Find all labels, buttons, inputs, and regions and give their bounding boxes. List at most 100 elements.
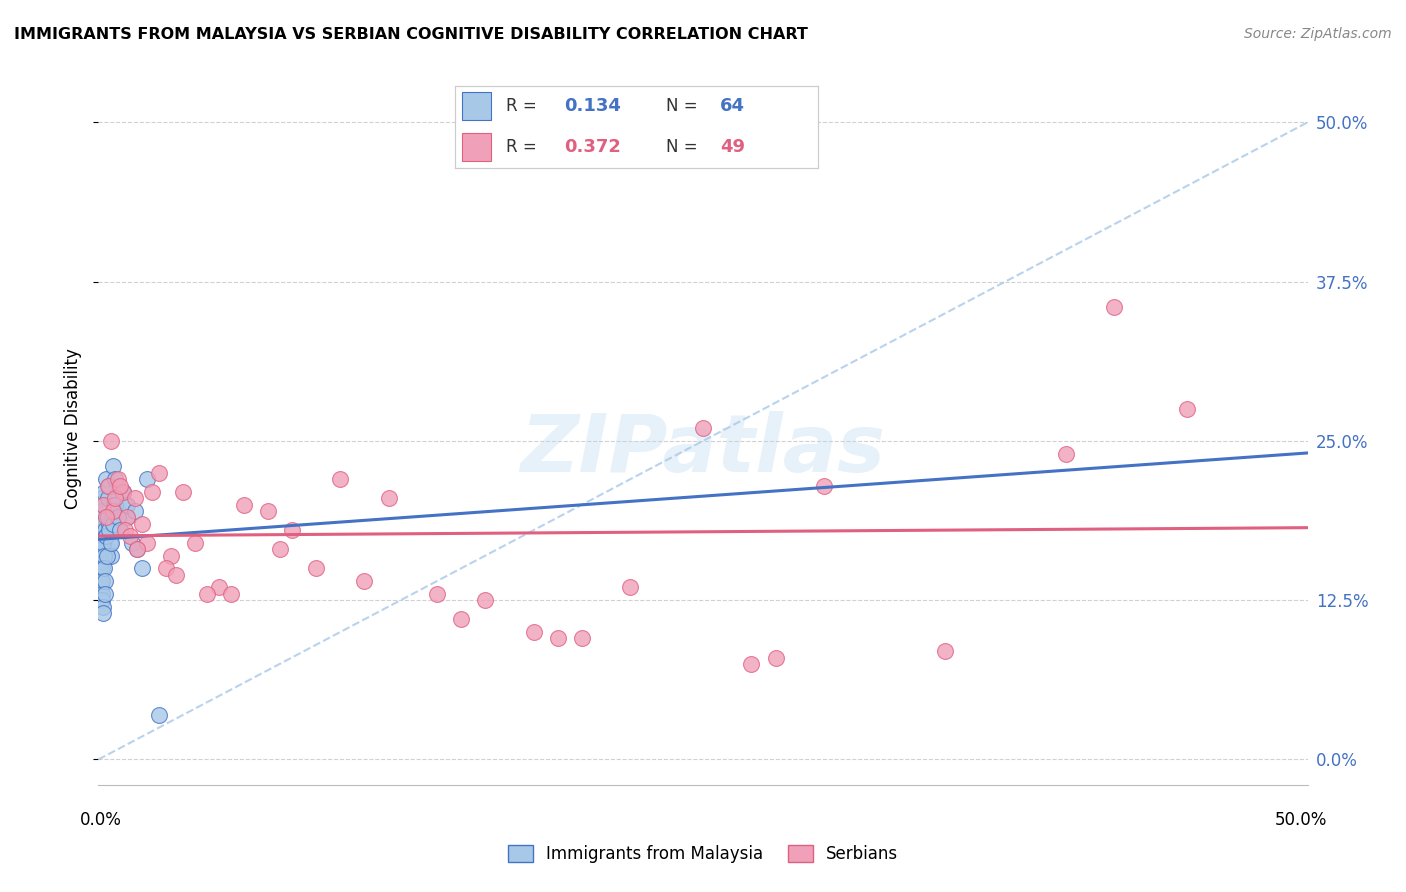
Point <box>91 593 114 607</box>
Point <box>523 625 546 640</box>
Point <box>1175 402 1198 417</box>
Legend: Immigrants from Malaysia, Serbians: Immigrants from Malaysia, Serbians <box>501 838 905 870</box>
Point <box>91 536 114 550</box>
Point <box>104 472 127 486</box>
Point <box>89 549 111 563</box>
Point <box>571 632 593 646</box>
Point <box>93 484 115 499</box>
Text: Source: ZipAtlas.com: Source: ZipAtlas.com <box>1244 27 1392 41</box>
Point <box>165 567 187 582</box>
Point <box>1102 300 1125 314</box>
Point <box>101 516 124 531</box>
Point <box>94 510 117 524</box>
Point <box>90 510 112 524</box>
Point <box>148 466 170 480</box>
Point <box>281 523 304 537</box>
Point <box>111 484 134 499</box>
Point <box>117 510 139 524</box>
Point <box>450 612 472 626</box>
Point <box>111 484 134 499</box>
Point <box>93 498 115 512</box>
Point <box>160 549 183 563</box>
Point <box>91 491 114 506</box>
Point <box>96 549 118 563</box>
Point <box>353 574 375 588</box>
Point <box>619 581 641 595</box>
Point <box>100 536 122 550</box>
Point <box>91 606 114 620</box>
Point <box>108 523 131 537</box>
Point <box>89 555 111 569</box>
Point <box>195 587 218 601</box>
Point <box>94 472 117 486</box>
Point <box>108 478 131 492</box>
Point <box>90 555 112 569</box>
Point <box>96 542 118 557</box>
Text: ZIPatlas: ZIPatlas <box>520 410 886 489</box>
Point <box>107 510 129 524</box>
Text: 50.0%: 50.0% <box>1274 811 1327 829</box>
Point <box>91 587 114 601</box>
Point <box>90 574 112 588</box>
Point <box>100 434 122 448</box>
Point <box>474 593 496 607</box>
Point <box>91 536 114 550</box>
Point <box>121 536 143 550</box>
Point <box>90 574 112 588</box>
Point <box>107 504 129 518</box>
Point <box>124 504 146 518</box>
Point <box>98 536 121 550</box>
Point <box>98 523 121 537</box>
Point <box>329 472 352 486</box>
Point <box>141 484 163 499</box>
Point <box>127 542 149 557</box>
Point <box>89 561 111 575</box>
Point <box>111 484 134 499</box>
Point <box>765 650 787 665</box>
Point <box>131 561 153 575</box>
Point <box>114 523 136 537</box>
Point <box>97 510 120 524</box>
Point <box>131 516 153 531</box>
Point <box>97 491 120 506</box>
Point <box>100 510 122 524</box>
Point <box>89 523 111 537</box>
Point <box>90 542 112 557</box>
Point <box>97 510 120 524</box>
Point <box>101 459 124 474</box>
Point <box>100 549 122 563</box>
Point <box>740 657 762 671</box>
Point <box>184 536 207 550</box>
Point <box>93 549 115 563</box>
Text: 0.0%: 0.0% <box>80 811 122 829</box>
Point <box>692 421 714 435</box>
Y-axis label: Cognitive Disability: Cognitive Disability <box>65 348 83 508</box>
Point <box>98 516 121 531</box>
Point <box>107 472 129 486</box>
Point <box>97 478 120 492</box>
Point <box>93 574 115 588</box>
Point <box>1054 447 1077 461</box>
Point <box>91 599 114 614</box>
Point <box>117 510 139 524</box>
Point <box>232 498 254 512</box>
Point <box>94 523 117 537</box>
Point <box>93 561 115 575</box>
Point <box>172 484 194 499</box>
Point <box>104 491 127 506</box>
Point <box>90 581 112 595</box>
Point <box>94 529 117 543</box>
Point <box>97 478 120 492</box>
Point <box>426 587 449 601</box>
Point <box>256 504 278 518</box>
Point <box>90 561 112 575</box>
Point <box>813 478 835 492</box>
Point <box>208 581 231 595</box>
Point <box>117 498 139 512</box>
Point <box>155 561 177 575</box>
Point <box>547 632 569 646</box>
Point <box>101 504 124 518</box>
Point <box>114 498 136 512</box>
Point <box>90 516 112 531</box>
Point <box>96 529 118 543</box>
